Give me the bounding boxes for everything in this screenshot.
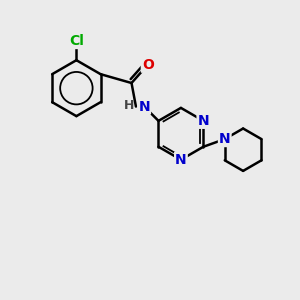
Text: N: N	[138, 100, 150, 114]
Text: Cl: Cl	[69, 34, 84, 48]
Text: N: N	[175, 153, 187, 167]
Text: N: N	[197, 114, 209, 128]
Text: O: O	[142, 58, 154, 72]
Text: H: H	[124, 99, 135, 112]
Text: N: N	[219, 132, 231, 146]
